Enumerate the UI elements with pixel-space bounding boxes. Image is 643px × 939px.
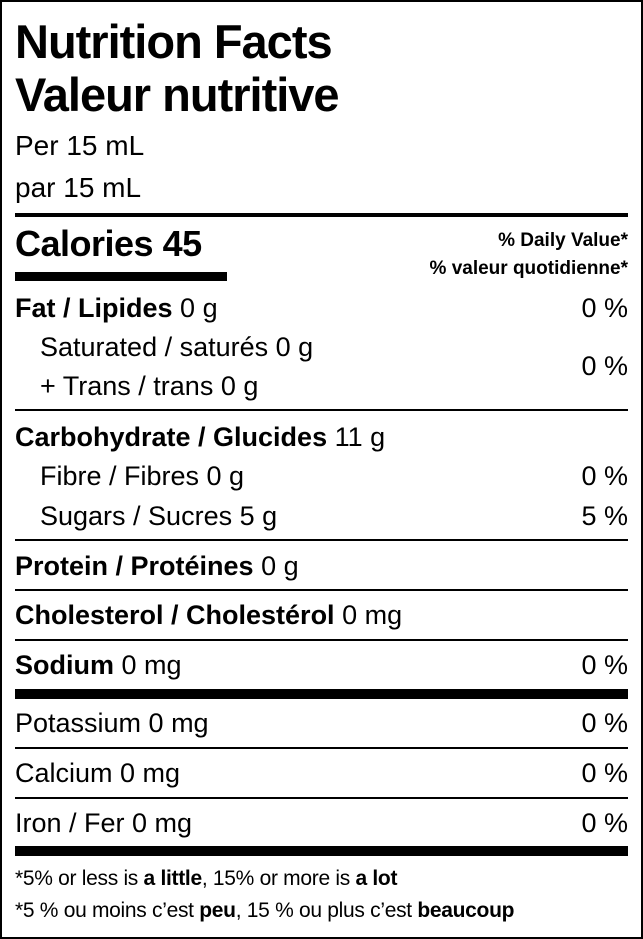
calories-label: Calories bbox=[15, 223, 154, 264]
nutrient-amount: 0 g bbox=[180, 293, 218, 323]
nutrient-row-carbohydrate: Carbohydrate / Glucides 11 g bbox=[15, 417, 628, 457]
title-en: Nutrition Facts bbox=[15, 15, 333, 68]
serving-size-fr: par 15 mL bbox=[15, 172, 142, 203]
nutrient-label: Cholesterol / Cholestérol bbox=[15, 600, 335, 630]
divider bbox=[15, 797, 628, 799]
nutrient-row-sugars: Sugars / Sucres 5 g 5 % bbox=[40, 496, 628, 536]
nutrient-dv: 0 % bbox=[581, 461, 628, 491]
sat-trans-dv: 0 % bbox=[581, 351, 628, 381]
nutrient-row-trans: + Trans / trans 0 g bbox=[40, 366, 628, 406]
footnote-fr: *5 % ou moins c’est peu, 15 % ou plus c’… bbox=[15, 899, 515, 922]
nutrient-amount: 0 mg bbox=[342, 600, 403, 630]
nutrient-row-potassium: Potassium 0 mg 0 % bbox=[15, 703, 628, 743]
nutrient-label: Iron / Fer 0 mg bbox=[15, 808, 193, 838]
footnote-en: *5% or less is a little, 15% or more is … bbox=[15, 867, 398, 890]
divider bbox=[15, 539, 628, 541]
nutrient-row-saturated: Saturated / saturés 0 g bbox=[40, 327, 628, 367]
nutrient-label: Sugars / Sucres 5 g bbox=[40, 501, 278, 531]
nutrient-label: Fibre / Fibres 0 g bbox=[40, 461, 245, 491]
title-fr: Valeur nutritive bbox=[15, 68, 340, 121]
nutrient-amount: 0 mg bbox=[121, 650, 182, 680]
nutrient-amount: 0 g bbox=[261, 551, 299, 581]
calories-value: 45 bbox=[162, 223, 203, 264]
nutrient-dv: 0 % bbox=[581, 293, 628, 323]
nutrient-dv: 0 % bbox=[581, 808, 628, 838]
nutrient-label: Potassium 0 mg bbox=[15, 708, 209, 738]
nutrient-row-fat: Fat / Lipides 0 g 0 % bbox=[15, 288, 628, 328]
nutrient-label: Sodium bbox=[15, 650, 114, 680]
nutrient-row-fibre: Fibre / Fibres 0 g 0 % bbox=[40, 456, 628, 496]
nutrient-dv: 0 % bbox=[581, 758, 628, 788]
divider bbox=[15, 639, 628, 641]
nutrient-row-cholesterol: Cholesterol / Cholestérol 0 mg bbox=[15, 595, 628, 635]
nutrient-dv: 0 % bbox=[581, 708, 628, 738]
calories-underline bbox=[15, 272, 227, 281]
nutrient-label: Carbohydrate / Glucides bbox=[15, 422, 328, 452]
divider bbox=[15, 409, 628, 411]
nutrient-amount: 11 g bbox=[334, 422, 386, 452]
daily-value-header-fr: % valeur quotidienne* bbox=[429, 258, 628, 279]
serving-size-en: Per 15 mL bbox=[15, 130, 145, 161]
nutrient-label: Calcium 0 mg bbox=[15, 758, 181, 788]
nutrient-label: Saturated / saturés 0 g bbox=[40, 332, 314, 362]
nutrient-dv: 5 % bbox=[581, 501, 628, 531]
nutrient-row-sodium: Sodium 0 mg 0 % bbox=[15, 645, 628, 685]
daily-value-header-en: % Daily Value* bbox=[498, 230, 628, 251]
nutrient-row-iron: Iron / Fer 0 mg 0 % bbox=[15, 803, 628, 843]
nutrient-label: Fat / Lipides bbox=[15, 293, 173, 323]
divider bbox=[15, 589, 628, 591]
divider bbox=[15, 747, 628, 749]
nutrient-row-calcium: Calcium 0 mg 0 % bbox=[15, 753, 628, 793]
divider bbox=[15, 213, 628, 217]
nutrient-label: Protein / Protéines bbox=[15, 551, 254, 581]
nutrient-label: + Trans / trans 0 g bbox=[40, 371, 259, 401]
nutrient-row-protein: Protein / Protéines 0 g bbox=[15, 546, 628, 586]
thick-divider bbox=[15, 689, 628, 699]
thick-divider bbox=[15, 846, 628, 856]
calories: Calories 45 bbox=[15, 222, 202, 266]
nutrient-dv: 0 % bbox=[581, 650, 628, 680]
